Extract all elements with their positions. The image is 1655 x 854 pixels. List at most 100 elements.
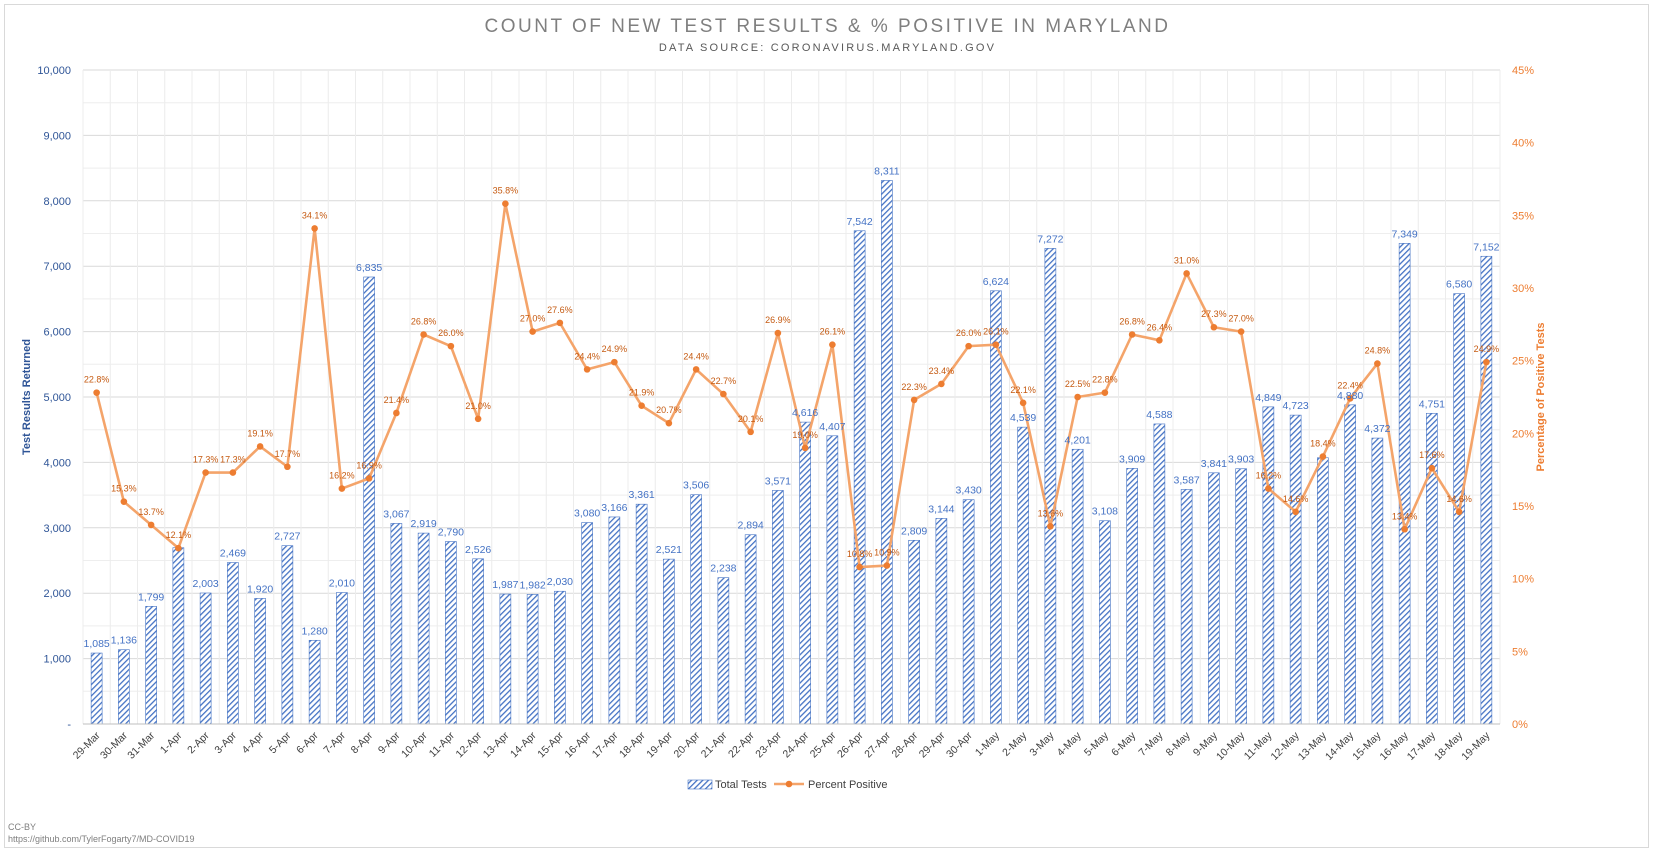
bar-total-tests [581,522,593,725]
bar-total-tests [799,421,811,725]
bar-total-tests [472,558,484,725]
percent-positive-point [747,428,754,436]
bar-total-tests [826,435,839,725]
right-axis-tick-label: 25% [1512,356,1534,368]
right-axis-tick-label: 35% [1512,210,1534,222]
x-axis-tick-label: 7-Apr [321,729,348,756]
bar-total-tests [417,532,430,725]
bar-total-tests [445,541,457,725]
x-axis-tick-label: 5-May [1082,729,1112,759]
x-axis-tick-label: 10-May [1214,729,1248,763]
x-axis-tick-label: 25-Apr [808,729,839,760]
bar-data-label: 2,727 [274,531,300,543]
bar-total-tests [690,494,702,725]
bar-data-label: 1,136 [111,635,137,647]
bar-data-label: 1,982 [519,579,545,591]
percent-data-label: 24.9% [602,344,628,354]
x-axis-tick-label: 27-Apr [862,729,893,760]
percent-data-label: 13.6% [1038,508,1064,518]
bar-data-label: 6,624 [983,276,1009,288]
percent-positive-point [638,402,645,410]
percent-data-label: 24.4% [574,351,600,361]
bar-data-label: 4,849 [1255,392,1281,404]
x-axis-tick-label: 19-Apr [644,729,675,760]
bar-data-label: 3,108 [1092,506,1118,518]
bar-data-label: 1,987 [492,579,518,591]
bar-data-label: 2,894 [737,520,763,532]
x-axis-tick-label: 12-May [1269,729,1303,763]
left-axis-tick-label: 4,000 [43,457,71,469]
percent-data-label: 23.4% [929,366,955,376]
percent-data-label: 27.3% [1201,309,1227,319]
x-axis-tick-label: 30-Mar [98,729,130,761]
bar-total-tests [118,649,130,725]
percent-data-label: 17.6% [1419,450,1445,460]
bar-data-label: 3,903 [1228,454,1254,466]
percent-data-label: 22.5% [1065,379,1091,389]
percent-data-label: 26.9% [765,315,791,325]
bar-data-label: 1,280 [301,625,327,637]
bar-data-label: 3,080 [574,508,600,520]
bar-total-tests [281,545,294,725]
x-axis-tick-label: 31-Mar [125,729,157,761]
bar-data-label: 3,144 [928,503,954,515]
percent-data-label: 18.4% [1310,439,1336,449]
bar-data-label: 4,539 [1010,412,1036,424]
percent-positive-point [120,498,128,505]
bar-total-tests [172,547,185,725]
x-axis-tick-label: 3-Apr [212,729,239,756]
bar-data-label: 7,272 [1037,233,1063,245]
footer-license: CC-BY [8,822,37,832]
x-axis-tick-label: 8-May [1164,729,1194,759]
left-axis-tick-label: - [67,719,71,731]
bar-total-tests [308,639,321,725]
bar-data-label: 4,201 [1064,434,1090,446]
x-axis-tick-label: 24-Apr [780,729,811,760]
percent-positive-point [1074,393,1081,401]
bar-data-label: 2,010 [329,578,355,590]
percent-positive-point [202,469,209,476]
bar-total-tests [962,499,975,725]
percent-positive-point [965,342,972,350]
x-axis-tick-label: 1-May [973,729,1003,759]
footer-url[interactable]: https://github.com/TylerFogarty7/MD-COVI… [8,834,195,844]
x-axis-tick-label: 5-Apr [267,729,294,756]
percent-data-label: 20.1% [738,414,764,424]
x-axis-tick-label: 18-May [1432,729,1466,763]
percent-positive-point [1237,328,1245,335]
percent-positive-point [338,485,346,492]
x-axis-tick-label: 16-May [1378,729,1412,763]
bar-data-label: 2,238 [710,563,736,575]
x-axis-tick-label: 29-Mar [71,729,103,761]
percent-data-label: 31.0% [1174,255,1200,265]
x-axis-tick-label: 18-Apr [617,729,648,760]
x-axis-tick-label: 10-Apr [399,729,430,760]
bar-data-label: 8,311 [874,165,900,177]
percent-data-label: 24.8% [1365,346,1391,356]
percent-data-label: 19.1% [247,428,273,438]
percent-positive-point [1428,464,1436,472]
x-axis-tick-label: 28-Apr [889,729,920,760]
bar-total-tests [336,592,348,725]
percent-positive-point [910,396,918,404]
bar-total-tests [1044,248,1057,725]
bar-total-tests [1262,406,1275,725]
x-axis-tick-label: 4-Apr [240,729,267,756]
x-axis-tick-label: 17-Apr [590,729,621,760]
percent-data-label: 17.3% [220,455,246,465]
bar-total-tests [608,516,621,725]
bar-total-tests [635,503,648,725]
bar-total-tests [1317,457,1329,725]
percent-positive-point [93,389,100,396]
bar-total-tests [363,276,375,725]
percent-positive-point [393,409,400,417]
bar-total-tests [554,590,566,725]
percent-data-label: 16.2% [1256,471,1282,481]
x-axis-tick-label: 2-May [1000,729,1030,759]
x-axis-tick-label: 1-Apr [158,729,185,756]
bar-data-label: 2,521 [656,544,682,556]
percent-data-label: 21.4% [384,395,410,405]
bar-data-label: 7,349 [1391,228,1417,240]
percent-data-label: 26.1% [983,327,1009,337]
x-axis-tick-label: 3-May [1027,729,1057,759]
